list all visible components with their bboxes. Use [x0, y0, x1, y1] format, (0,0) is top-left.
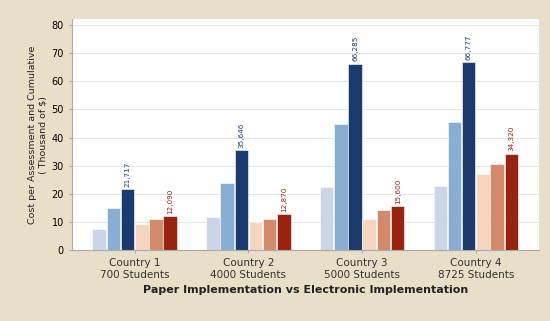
Bar: [377, 210, 390, 250]
Bar: [121, 189, 134, 250]
Bar: [107, 208, 120, 250]
Text: 12,870: 12,870: [281, 187, 287, 212]
Text: 35,646: 35,646: [238, 122, 244, 148]
Bar: [320, 187, 333, 250]
Text: 12,090: 12,090: [167, 189, 173, 214]
Bar: [476, 174, 490, 250]
Bar: [149, 219, 163, 250]
Bar: [249, 222, 262, 250]
Bar: [135, 224, 149, 250]
Bar: [362, 219, 376, 250]
Bar: [163, 216, 177, 250]
Bar: [221, 183, 234, 250]
Bar: [277, 214, 291, 250]
Bar: [234, 150, 248, 250]
Text: 66,777: 66,777: [466, 35, 472, 60]
X-axis label: Paper Implementation vs Electronic Implementation: Paper Implementation vs Electronic Imple…: [142, 285, 468, 295]
Bar: [448, 122, 461, 250]
Y-axis label: Cost per Assessment and Cumulative
( Thousand of $): Cost per Assessment and Cumulative ( Tho…: [28, 46, 47, 224]
Bar: [433, 186, 447, 250]
Bar: [206, 217, 219, 250]
Bar: [263, 219, 277, 250]
Bar: [491, 164, 504, 250]
Bar: [462, 62, 475, 250]
Bar: [391, 206, 404, 250]
Bar: [504, 154, 518, 250]
Bar: [348, 64, 362, 250]
Text: 15,600: 15,600: [395, 179, 400, 204]
Bar: [334, 124, 348, 250]
Text: 66,285: 66,285: [352, 36, 358, 61]
Bar: [92, 229, 106, 250]
Text: 21,717: 21,717: [124, 161, 130, 187]
Text: 34,320: 34,320: [508, 126, 514, 152]
